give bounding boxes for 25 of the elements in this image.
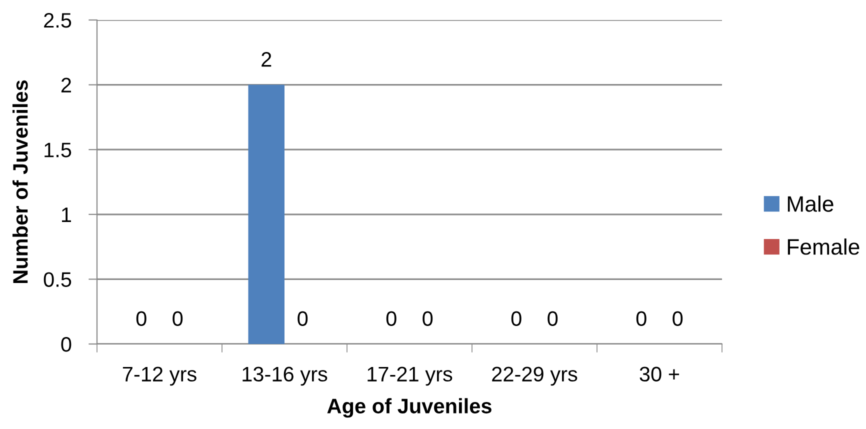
data-label: 0 xyxy=(298,311,308,326)
y-tick-label: 2 xyxy=(61,78,71,92)
data-label: 0 xyxy=(511,311,522,326)
y-tick-label: 0.5 xyxy=(44,272,72,287)
data-label: 2 xyxy=(262,52,272,67)
y-tick-label: 2.5 xyxy=(44,13,72,28)
data-label: 0 xyxy=(548,311,558,326)
x-axis-title: Age of Juveniles xyxy=(327,398,492,418)
x-tick-label: 7-12 yrs xyxy=(122,366,196,386)
data-label: 0 xyxy=(136,311,146,326)
legend-label: Female xyxy=(788,238,860,255)
y-tick-label: 0 xyxy=(61,337,72,352)
y-tick-label: 1.5 xyxy=(44,142,72,158)
data-label: 0 xyxy=(672,311,683,326)
x-tick-label: 22-29 yrs xyxy=(492,366,578,386)
x-tick-label: 13-16 yrs xyxy=(242,366,328,386)
y-tick-label: 1 xyxy=(62,208,71,222)
y-axis-title: Number of Juveniles xyxy=(12,80,28,284)
data-label: 0 xyxy=(172,311,183,326)
data-label: 0 xyxy=(386,311,396,326)
data-label: 0 xyxy=(422,311,433,326)
x-tick-label: 30 + xyxy=(640,366,680,382)
legend-label: Male xyxy=(788,196,834,212)
x-tick-label: 17-21 yrs xyxy=(368,366,452,386)
data-label: 0 xyxy=(636,311,646,326)
